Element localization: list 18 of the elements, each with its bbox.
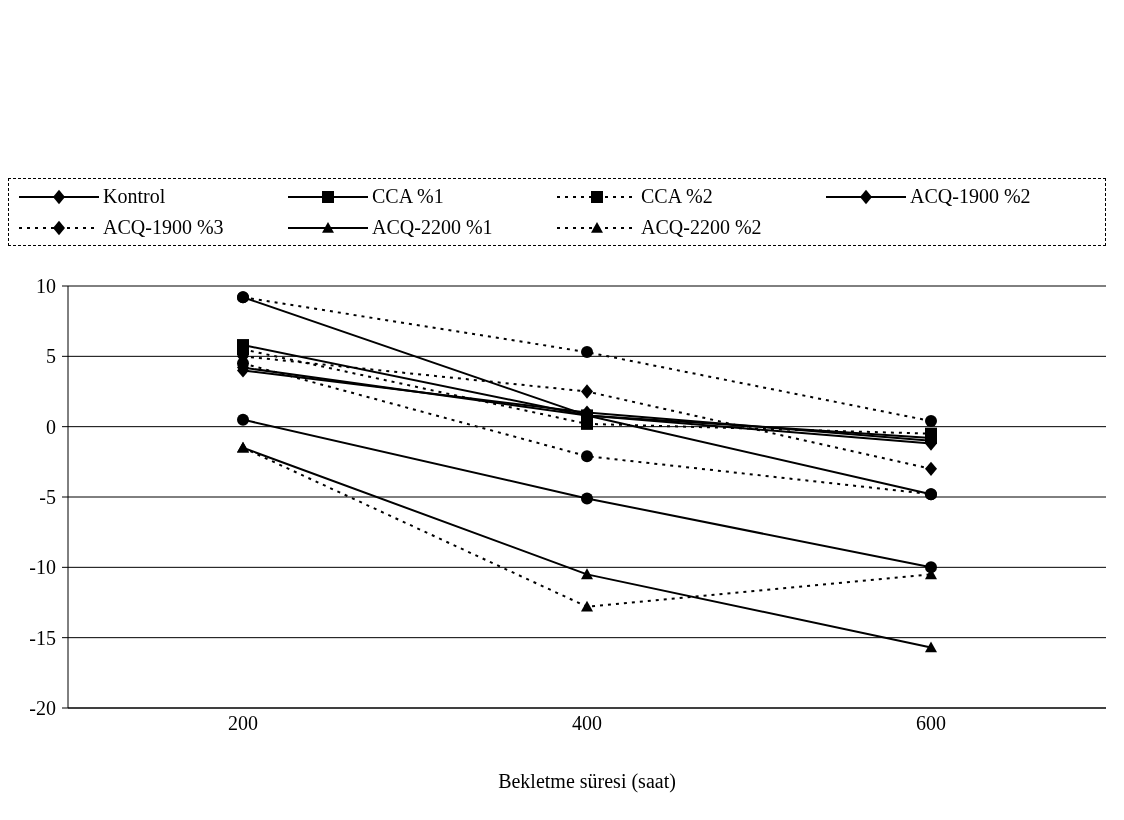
legend-label: ACQ-2200 %1: [372, 216, 493, 239]
legend-label: ACQ-2200 %2: [641, 216, 762, 239]
y-tick-label: -5: [39, 486, 56, 509]
legend-label: Kontrol: [103, 185, 166, 208]
legend-label: CCA %1: [372, 185, 444, 208]
y-tick-label: -15: [29, 626, 56, 649]
legend-label: ACQ-1900 %2: [910, 185, 1031, 208]
legend-label: ACQ-1900 %3: [103, 216, 224, 239]
x-tick-label: 400: [572, 712, 602, 735]
y-tick-label: 5: [46, 345, 56, 368]
y-tick-label: -10: [29, 556, 56, 579]
x-tick-label: 600: [916, 712, 946, 735]
x-axis-title: Bekletme süresi (saat): [498, 770, 676, 793]
y-tick-label: -20: [29, 697, 56, 720]
x-tick-label: 200: [228, 712, 258, 735]
y-tick-label: 10: [36, 275, 56, 298]
y-tick-label: 0: [46, 415, 56, 438]
legend-label: CCA %2: [641, 185, 713, 208]
